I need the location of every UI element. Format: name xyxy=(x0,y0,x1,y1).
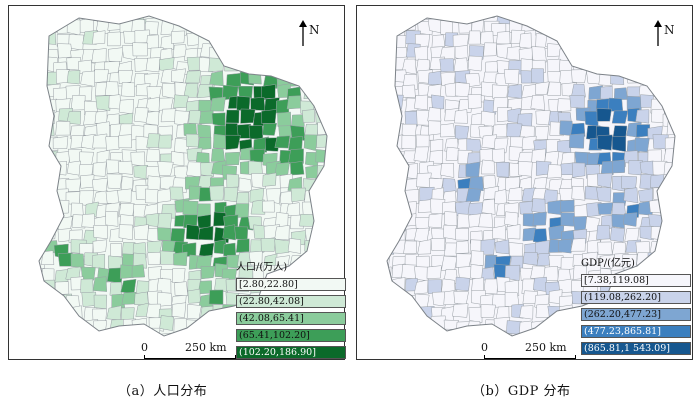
legend-item: (262.20,477.23] xyxy=(581,307,691,322)
legend-title: 人口/(万人) xyxy=(236,262,288,273)
legend-label: [2.80,22.80] xyxy=(239,278,298,290)
map-panel-population: N 人口/(万人) [2.80,22.80] (22.80,42.08] (42… xyxy=(8,5,346,360)
legend-item: (42.08,65.41] xyxy=(236,311,346,326)
scale-distance: 250 km xyxy=(185,341,227,354)
legend-item: (22.80,42.08] xyxy=(236,294,346,309)
legend-label: (119.08,262.20] xyxy=(584,291,661,303)
scale-zero: 0 xyxy=(481,341,488,354)
scale-line xyxy=(484,355,576,359)
legend-label: (65.41,102.20] xyxy=(239,329,310,341)
legend-label: (22.80,42.08] xyxy=(239,295,304,307)
legend-item: (477.23,865.81] xyxy=(581,324,691,339)
north-arrow-icon xyxy=(299,20,307,46)
legend-item: (119.08,262.20] xyxy=(581,290,691,305)
caption-population: （a）人口分布 xyxy=(118,384,208,399)
legend-item: [7.38,119.08] xyxy=(581,273,691,288)
legend-swatch: (119.08,262.20] xyxy=(581,291,691,304)
north-label: N xyxy=(664,23,675,37)
legend-label: (102.20,186.90] xyxy=(239,346,316,358)
legend-item: [2.80,22.80] xyxy=(236,277,346,292)
map-panel-gdp: N GDP/(亿元) [7.38,119.08] (119.08,262.20]… xyxy=(356,5,693,360)
legend-swatch: [7.38,119.08] xyxy=(581,274,691,287)
legend-label: [7.38,119.08] xyxy=(584,274,649,286)
legend-swatch: [2.80,22.80] xyxy=(236,278,346,291)
legend-swatch: (262.20,477.23] xyxy=(581,308,691,321)
legend-swatch: (477.23,865.81] xyxy=(581,325,691,338)
legend-label: (262.20,477.23] xyxy=(584,308,661,320)
legend-item: (65.41,102.20] xyxy=(236,328,346,343)
scale-zero: 0 xyxy=(141,341,148,354)
legend-label: (865.81,1 543.09] xyxy=(584,342,670,354)
legend-title: GDP/(亿元) xyxy=(581,258,635,269)
legend-label: (42.08,65.41] xyxy=(239,312,304,324)
gdp-map xyxy=(386,15,676,337)
legend-swatch: (42.08,65.41] xyxy=(236,312,346,325)
north-label: N xyxy=(309,23,320,37)
legend-swatch: (22.80,42.08] xyxy=(236,295,346,308)
legend-swatch: (865.81,1 543.09] xyxy=(581,342,691,355)
scale-line xyxy=(144,355,236,359)
legend-swatch: (65.41,102.20] xyxy=(236,329,346,342)
scale-distance: 250 km xyxy=(525,341,567,354)
legend-item: (865.81,1 543.09] xyxy=(581,341,691,356)
caption-gdp: （b）GDP 分布 xyxy=(472,384,571,399)
legend-label: (477.23,865.81] xyxy=(584,325,661,337)
legend-swatch: (102.20,186.90] xyxy=(236,346,346,359)
north-arrow-icon xyxy=(654,20,662,46)
legend-item: (102.20,186.90] xyxy=(236,345,346,360)
